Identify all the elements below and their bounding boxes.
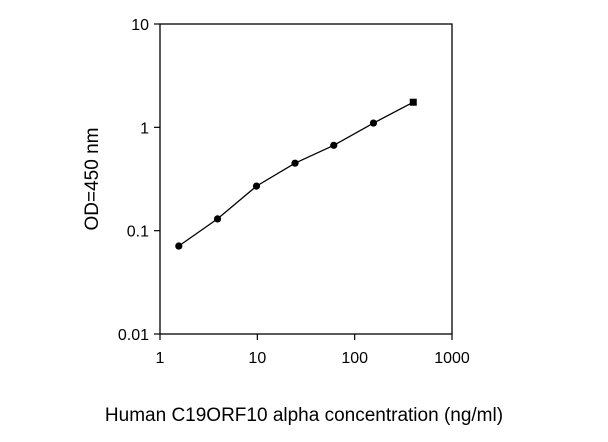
y-axis: 0.01 0.1 1 10 [118,17,160,344]
series-line [178,101,414,247]
y-tick-label: 0.01 [118,327,149,344]
x-tick-label: 1000 [434,350,470,367]
y-axis-title: OD=450 nm [82,128,103,231]
plot-area [159,23,453,335]
x-axis: 1 10 100 1000 [156,334,470,367]
x-tick-label: 100 [341,350,368,367]
y-tick-label: 10 [131,17,149,34]
data-point [291,159,299,167]
series [175,98,417,250]
y-tick-label: 1 [140,120,149,137]
x-tick-label: 10 [248,350,266,367]
data-point [213,215,222,223]
y-tick-label: 0.1 [127,224,149,241]
data-point [175,242,183,250]
data-point [409,98,417,106]
x-tick-label: 1 [156,350,165,367]
data-point [330,141,338,149]
data-point [369,119,378,127]
plot-frame [159,23,453,335]
x-axis-title: Human C19ORF10 alpha concentration (ng/m… [105,405,503,426]
data-point [252,182,261,190]
